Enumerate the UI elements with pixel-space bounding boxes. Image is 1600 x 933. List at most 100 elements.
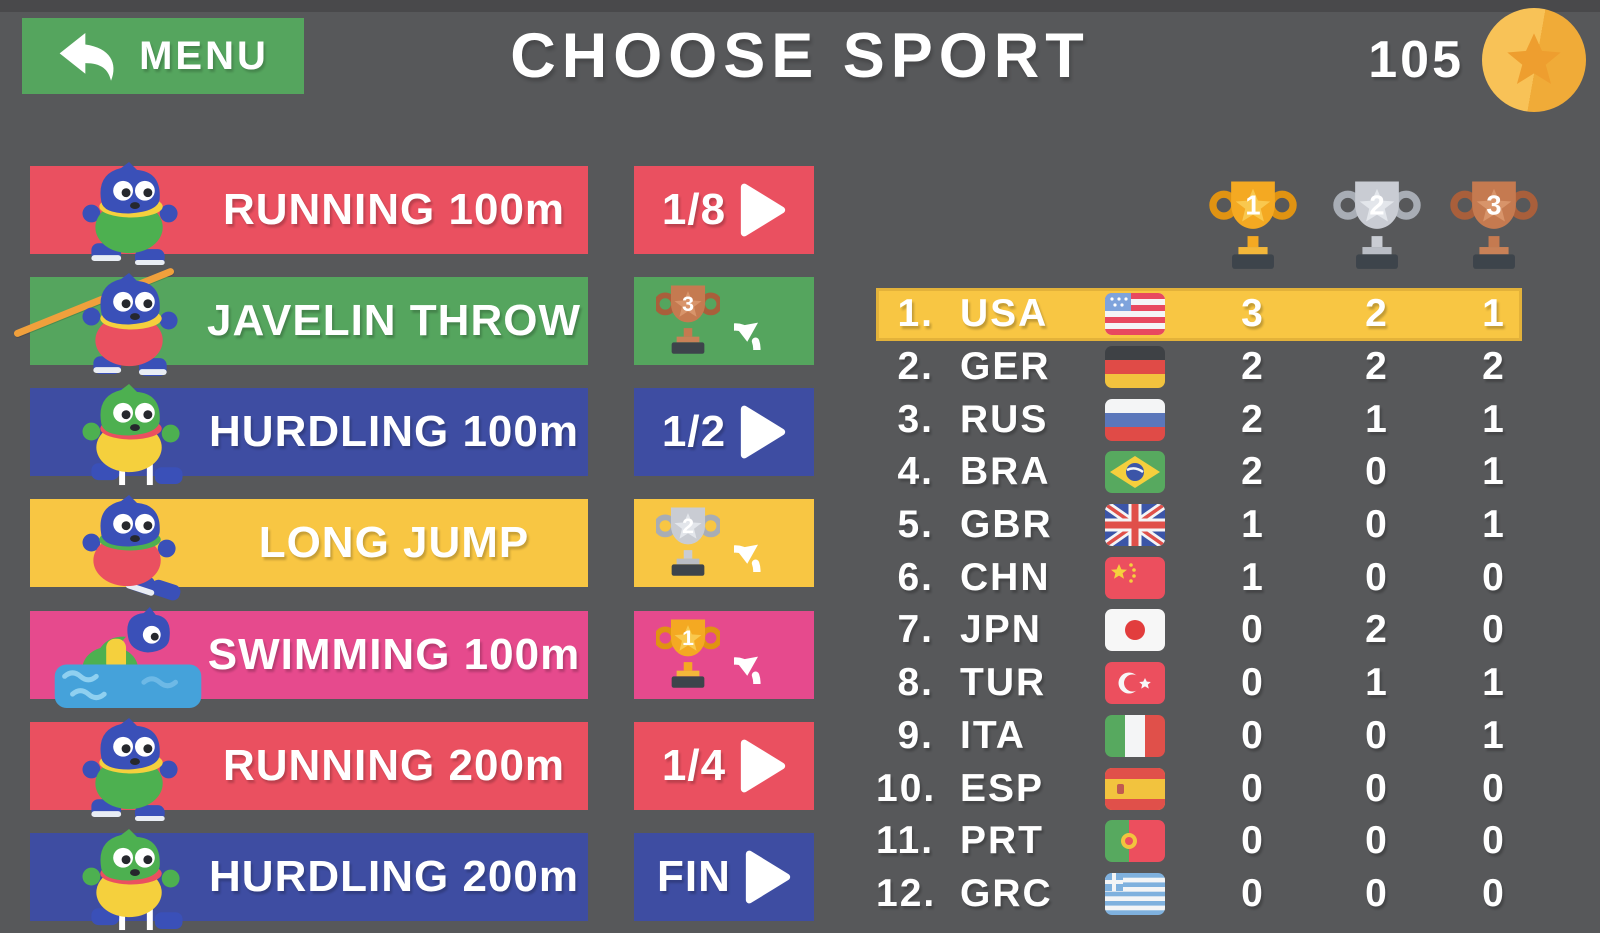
italy-flag-icon: [1105, 714, 1165, 757]
rank-label: 6.: [897, 555, 934, 599]
rank-label: 2.: [897, 345, 934, 389]
play-icon: [745, 850, 791, 904]
silver-trophy-icon: 2: [1317, 176, 1437, 278]
sport-label: HURDLING 200m: [209, 852, 579, 901]
svg-text:3: 3: [1486, 189, 1501, 220]
bronze-count: 0: [1482, 555, 1506, 599]
rank-label: 11.: [876, 819, 935, 863]
progress-label: 1/8: [661, 185, 727, 234]
hurdler-character-icon: [82, 829, 183, 931]
gold-count: 3: [1241, 292, 1265, 336]
country-label: PRT: [960, 819, 1044, 863]
silver-count: 0: [1365, 503, 1389, 547]
play-icon: [740, 183, 786, 237]
gold-count: 2: [1241, 450, 1265, 494]
country-label: GRC: [960, 871, 1053, 915]
silver-count: 0: [1365, 819, 1389, 863]
bronze-trophy-icon: 3: [1434, 176, 1554, 278]
sport-label: RUNNING 200m: [222, 741, 566, 790]
rank-label: 5.: [897, 503, 934, 547]
sport-status-javelin-throw[interactable]: 3: [634, 277, 814, 365]
silver-count: 1: [1365, 397, 1389, 441]
sport-status-running-200m[interactable]: 1/4: [634, 722, 814, 810]
leaderboard-row-bra: 4. BRA 2 0 1: [876, 446, 1522, 499]
svg-text:3: 3: [682, 292, 694, 316]
sport-button-swimming-100m[interactable]: SWIMMING 100m: [30, 607, 588, 709]
country-label: ESP: [960, 766, 1045, 810]
svg-text:2: 2: [1369, 189, 1384, 220]
gold-count: 0: [1241, 713, 1265, 757]
bronze-count: 0: [1482, 608, 1506, 652]
javelin-character-icon: [82, 273, 178, 377]
star-coin-icon: [1482, 8, 1586, 112]
leaderboard-row-prt: 11. PRT 0 0 0: [876, 815, 1522, 868]
silver-trophy-icon: 2: [656, 507, 720, 576]
sport-row-swimming-100m: SWIMMING 100m 1: [30, 607, 814, 709]
china-flag-icon: [1105, 556, 1165, 599]
leaderboard-row-grc: 12. GRC 0 0 0: [876, 868, 1522, 921]
rank-label: 4.: [897, 450, 934, 494]
silver-count: 2: [1365, 608, 1389, 652]
sport-label: JAVELIN THROW: [207, 296, 581, 345]
silver-count: 0: [1365, 450, 1389, 494]
brazil-flag-icon: [1105, 451, 1165, 494]
bronze-count: 1: [1482, 503, 1506, 547]
portugal-flag-icon: [1105, 820, 1165, 863]
gold-count: 0: [1241, 871, 1265, 915]
progress-label: 1/4: [661, 741, 727, 790]
usa-flag-icon: [1105, 293, 1165, 336]
sport-button-running-200m[interactable]: RUNNING 200m: [30, 718, 588, 822]
country-label: BRA: [960, 450, 1051, 494]
swimmer-character-icon: [54, 607, 202, 709]
svg-text:1: 1: [1245, 189, 1260, 220]
sport-label: RUNNING 100m: [222, 185, 566, 234]
silver-count: 0: [1365, 766, 1389, 810]
back-arrow-icon: [59, 32, 114, 81]
coin-count: 105: [1368, 31, 1464, 89]
sport-button-hurdling-100m[interactable]: HURDLING 100m: [30, 384, 588, 486]
japan-flag-icon: [1105, 609, 1165, 652]
silver-count: 0: [1365, 871, 1389, 915]
silver-count: 1: [1365, 661, 1389, 705]
gold-count: 0: [1241, 661, 1265, 705]
leaderboard-row-rus: 3. RUS 2 1 1: [876, 393, 1522, 446]
sport-status-running-100m[interactable]: 1/8: [634, 166, 814, 254]
sport-status-long-jump[interactable]: 2: [634, 499, 814, 587]
country-label: JPN: [960, 608, 1042, 652]
bronze-trophy-icon: 3: [656, 285, 720, 354]
gold-count: 0: [1241, 766, 1265, 810]
leaderboard-row-ita: 9. ITA 0 0 1: [876, 710, 1522, 763]
sport-button-hurdling-200m[interactable]: HURDLING 200m: [30, 829, 588, 931]
bronze-count: 1: [1482, 713, 1506, 757]
sport-status-hurdling-200m[interactable]: FIN: [634, 833, 814, 921]
silver-count: 0: [1365, 713, 1389, 757]
runner-character-icon: [82, 718, 178, 822]
sport-button-javelin-throw[interactable]: JAVELIN THROW: [12, 267, 588, 377]
sport-row-running-100m: RUNNING 100m 1/8: [30, 162, 814, 266]
leaderboard-row-gbr: 5. GBR 1 0 1: [876, 499, 1522, 552]
replay-icon: [734, 544, 761, 572]
menu-button[interactable]: MENU: [22, 18, 304, 94]
country-label: USA: [960, 292, 1049, 336]
sport-button-long-jump[interactable]: LONG JUMP: [30, 495, 588, 601]
greece-flag-icon: [1105, 872, 1165, 915]
gold-trophy-icon: 1: [656, 619, 720, 688]
gold-count: 0: [1241, 608, 1265, 652]
silver-count: 2: [1365, 345, 1389, 389]
sport-button-running-100m[interactable]: RUNNING 100m: [30, 162, 588, 266]
coin-counter[interactable]: 105: [1368, 8, 1586, 112]
russia-flag-icon: [1105, 398, 1165, 441]
sport-row-running-200m: RUNNING 200m 1/4: [30, 718, 814, 822]
country-label: TUR: [960, 661, 1047, 705]
country-label: RUS: [960, 397, 1049, 441]
silver-count: 0: [1365, 555, 1389, 599]
bronze-count: 1: [1482, 450, 1506, 494]
gold-count: 2: [1241, 397, 1265, 441]
top-edge-shadow: [0, 0, 1600, 12]
sport-status-swimming-100m[interactable]: 1: [634, 611, 814, 699]
replay-icon: [734, 322, 761, 350]
replay-icon: [734, 656, 761, 684]
rank-label: 8.: [897, 661, 934, 705]
sport-status-hurdling-100m[interactable]: 1/2: [634, 388, 814, 476]
silver-count: 2: [1365, 292, 1389, 336]
